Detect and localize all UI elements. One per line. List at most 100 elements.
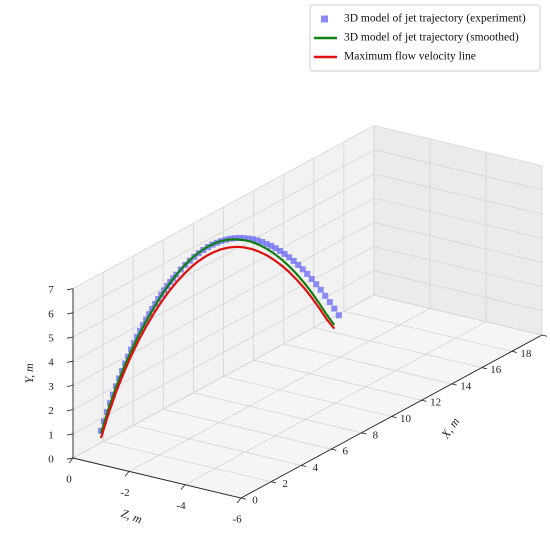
tick-mark — [271, 481, 277, 484]
grid-y-back — [72, 246, 375, 410]
x-tick-label: 8 — [373, 429, 379, 441]
tick-mark — [236, 497, 242, 504]
grid-y-back — [72, 222, 375, 386]
tick-mark — [66, 385, 74, 387]
tick-mark — [301, 465, 307, 468]
series-line — [99, 245, 336, 439]
grid-x-floor — [253, 359, 422, 401]
data-point — [250, 236, 256, 243]
data-point — [245, 235, 252, 242]
series-2 — [99, 238, 336, 434]
data-point — [290, 257, 297, 264]
tick-labels: 02468101214161820012345670-2-4-6 — [48, 284, 548, 526]
x-tick-label: 6 — [343, 446, 349, 458]
data-point — [322, 292, 329, 299]
grid-y-right — [373, 173, 543, 215]
x-tick-label: 12 — [430, 397, 441, 409]
tick-mark — [361, 432, 367, 435]
pane-right — [374, 125, 542, 335]
series-line — [99, 238, 336, 434]
data-point — [241, 235, 247, 242]
grid-x-floor — [223, 376, 392, 417]
tick-mark — [180, 484, 186, 490]
z-tick-label: 0 — [66, 474, 72, 486]
data-point — [304, 270, 311, 277]
grid-x-floor — [103, 441, 272, 483]
legend-entry-label: Maximum flow velocity line — [344, 51, 476, 63]
grid-y-back — [72, 197, 375, 362]
data-point — [254, 237, 261, 244]
x-axis-label: X, m — [438, 415, 463, 442]
data-point — [299, 266, 306, 273]
data-point — [272, 245, 279, 252]
series-3 — [99, 245, 336, 439]
y-tick-label: 5 — [48, 333, 54, 345]
tick-mark — [124, 471, 130, 477]
data-point — [231, 235, 238, 242]
data-point — [268, 242, 275, 249]
tick-mark — [66, 360, 74, 363]
x-tick-label: 0 — [252, 495, 258, 507]
grid-x-floor — [283, 343, 452, 385]
grid-z-floor — [72, 294, 375, 459]
tick-mark — [421, 399, 427, 402]
tick-mark — [511, 350, 517, 353]
data-point — [331, 305, 338, 312]
grid-y-right — [373, 125, 543, 167]
y-tick-label: 4 — [48, 357, 54, 369]
legend: 3D model of jet trajectory (experiment) 3… — [309, 4, 541, 72]
tick-mark — [481, 367, 487, 370]
z-tick-label: -6 — [232, 514, 242, 526]
legend-marker — [321, 15, 328, 23]
data-point — [335, 312, 342, 319]
data-point — [295, 262, 302, 268]
data-point — [317, 286, 324, 293]
y-tick-label: 3 — [48, 381, 54, 393]
data-point — [308, 275, 315, 282]
tick-mark — [451, 383, 457, 386]
x-tick-label: 14 — [460, 380, 472, 392]
tick-mark — [66, 433, 74, 436]
data-point — [259, 238, 265, 245]
grid-z-floor — [128, 307, 431, 472]
y-axis-label: Y, m — [22, 363, 36, 384]
data-point — [236, 235, 243, 241]
series-layer — [98, 235, 342, 439]
y-tick-label: 2 — [48, 405, 54, 417]
z-tick-label: -2 — [120, 487, 129, 499]
legend-entry-label: 3D model of jet trajectory (smoothed) — [344, 32, 519, 44]
grid-x-floor — [343, 310, 512, 352]
tick-mark — [66, 409, 74, 412]
y-tick-label: 0 — [48, 454, 54, 466]
grid-y-back — [72, 173, 375, 338]
data-point — [263, 240, 270, 247]
grid-z-floor — [184, 321, 487, 486]
y-tick-label: 7 — [48, 284, 54, 296]
y-tick-label: 6 — [48, 308, 54, 320]
grid-y-back — [72, 125, 375, 289]
grid-y-right — [373, 197, 543, 239]
data-point — [277, 248, 284, 254]
x-tick-label: 10 — [400, 413, 412, 425]
tick-mark — [66, 336, 74, 339]
grid-x-floor — [313, 327, 482, 369]
tick-mark — [68, 457, 74, 464]
x-tick-label: 2 — [282, 478, 288, 490]
axis-panes — [73, 125, 542, 498]
grid-y-right — [373, 246, 543, 288]
grid-x-floor — [193, 392, 362, 434]
data-point — [326, 299, 333, 306]
grid-y-right — [373, 270, 543, 312]
tick-mark — [66, 288, 74, 291]
x-tick-label: 16 — [490, 364, 502, 376]
legend-box — [309, 4, 541, 72]
grid-y-right — [373, 294, 543, 336]
tick-mark — [391, 416, 397, 419]
grid-y-back — [72, 149, 375, 314]
legend-entry-label: 3D model of jet trajectory (experiment) — [344, 13, 526, 25]
y-tick-label: 1 — [48, 429, 54, 441]
tick-mark — [541, 334, 548, 337]
data-point — [281, 250, 288, 257]
tick-mark — [331, 448, 337, 451]
